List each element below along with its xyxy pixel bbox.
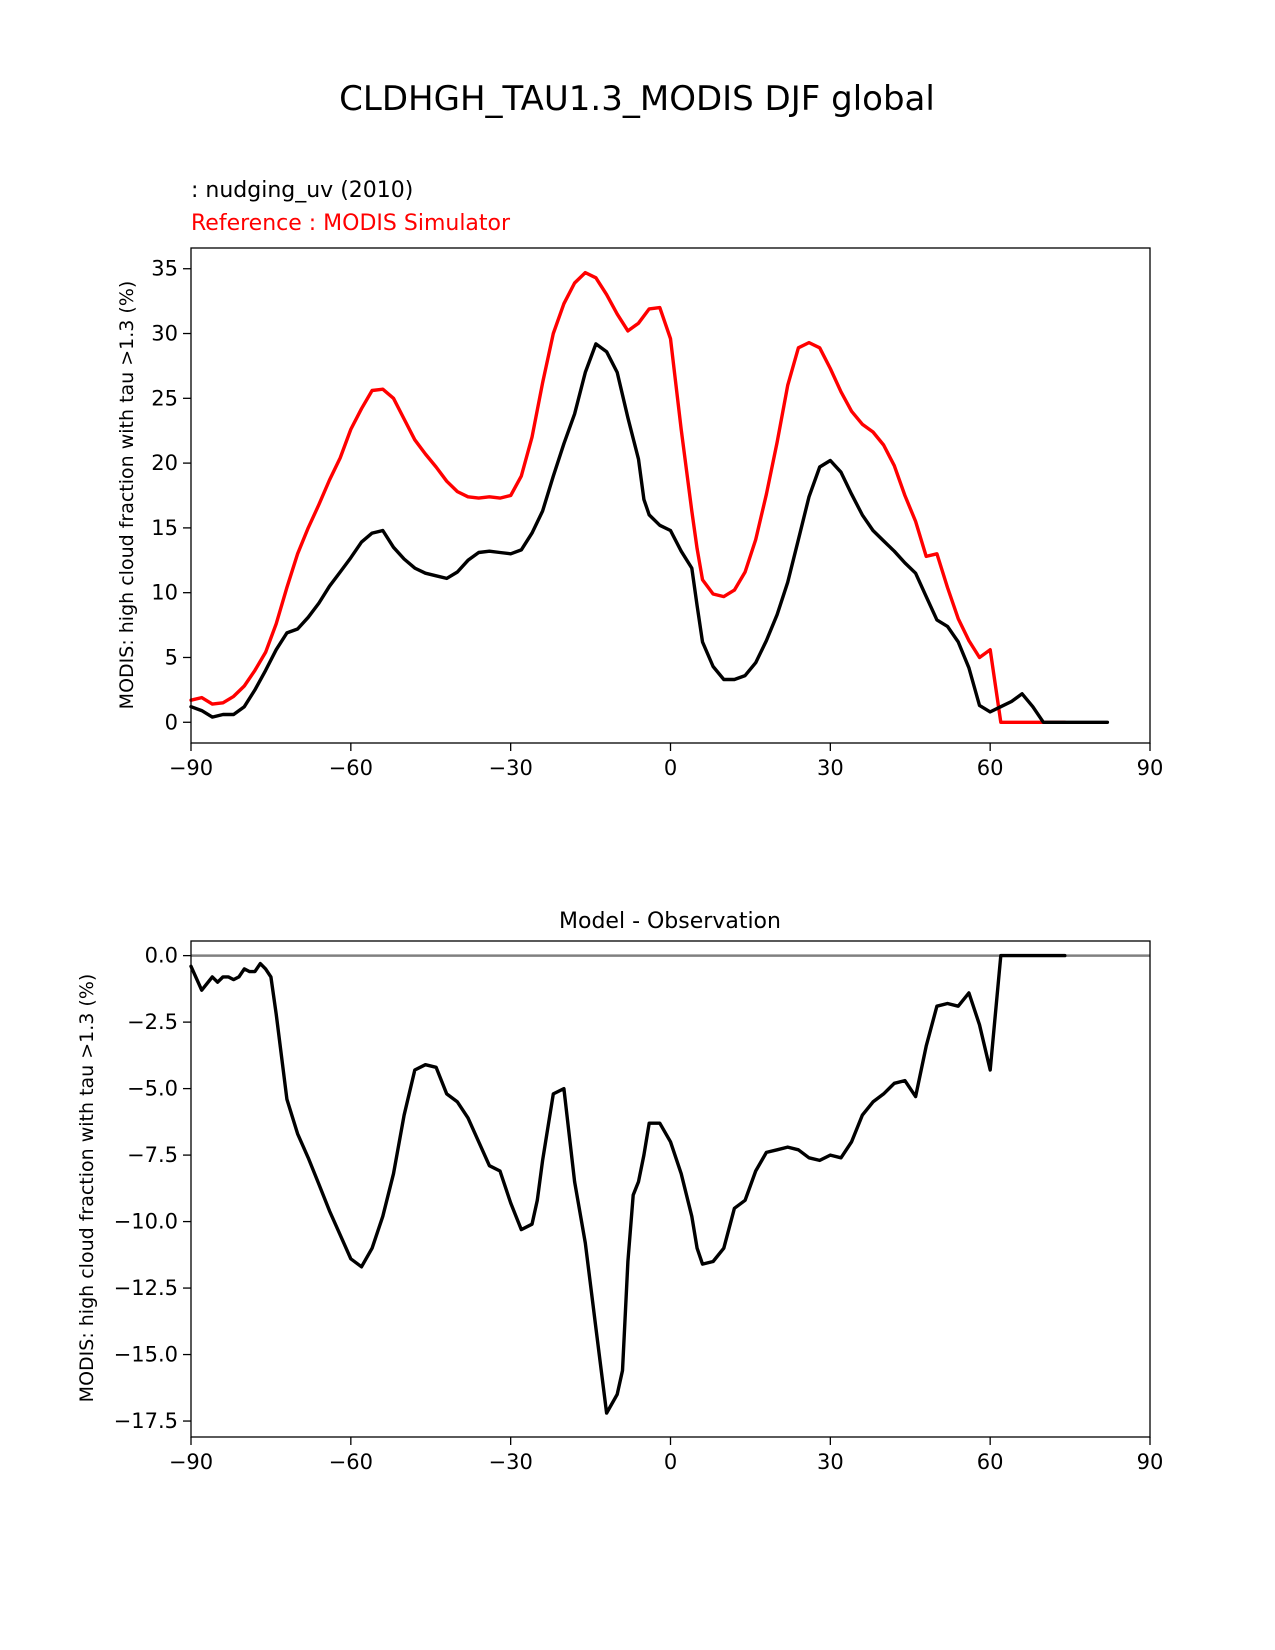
top-series-reference-line [189,270,1067,724]
bottom-x-tick-label: 60 [977,1450,1004,1474]
top-x-tick-label: 0 [664,756,677,780]
figure-title: CLDHGH_TAU1.3_MODIS DJF global [339,79,935,119]
bottom-panel: Model - Observation MODIS: high cloud fr… [76,909,1163,1474]
bottom-y-tick-label: −7.5 [127,1143,178,1167]
top-plot-frame [190,247,1151,744]
top-y-tick-label: 10 [151,581,178,605]
top-y-axis-label: MODIS: high cloud fraction with tau >1.3… [116,281,138,710]
bottom-plot-frame [190,940,1151,1438]
bottom-y-tick-label: −2.5 [127,1010,178,1034]
top-y-tick-label: 15 [151,516,178,540]
top-y-tick-label: 25 [151,386,178,410]
top-x-tick-label: −60 [329,756,373,780]
top-series-test-line [189,342,1110,724]
bottom-x-tick-label: −30 [489,1450,533,1474]
top-x-tick-label: −30 [489,756,533,780]
bottom-y-axis-label: MODIS: high cloud fraction with tau >1.3… [76,974,98,1403]
bottom-y-tick-label: −15.0 [114,1343,178,1367]
bottom-y-tick-label: −12.5 [114,1276,178,1300]
top-x-tick-label: 60 [977,756,1004,780]
test-label: : nudging_uv (2010) [191,178,413,203]
top-y-tick-label: 5 [165,645,178,669]
top-panel: : nudging_uv (2010) Reference : MODIS Si… [116,178,1163,780]
bottom-x-tick-label: 30 [817,1450,844,1474]
bottom-x-tick-label: −60 [329,1450,373,1474]
bottom-panel-title: Model - Observation [559,909,781,934]
bottom-series-difference-line [189,953,1067,1415]
top-x-tick-label: −90 [169,756,213,780]
top-x-tick-label: 90 [1137,756,1164,780]
bottom-y-tick-label: −5.0 [127,1077,178,1101]
reference-label: Reference : MODIS Simulator [191,211,511,236]
bottom-y-tick-label: −17.5 [114,1409,178,1433]
top-y-tick-label: 35 [151,257,178,281]
bottom-x-tick-label: 90 [1137,1450,1164,1474]
top-x-tick-label: 30 [817,756,844,780]
bottom-y-tick-label: 0.0 [145,944,178,968]
bottom-x-tick-label: −90 [169,1450,213,1474]
top-y-tick-label: 20 [151,451,178,475]
top-y-tick-label: 30 [151,322,178,346]
bottom-x-tick-label: 0 [664,1450,677,1474]
top-y-tick-label: 0 [165,710,178,734]
bottom-y-tick-label: −10.0 [114,1210,178,1234]
